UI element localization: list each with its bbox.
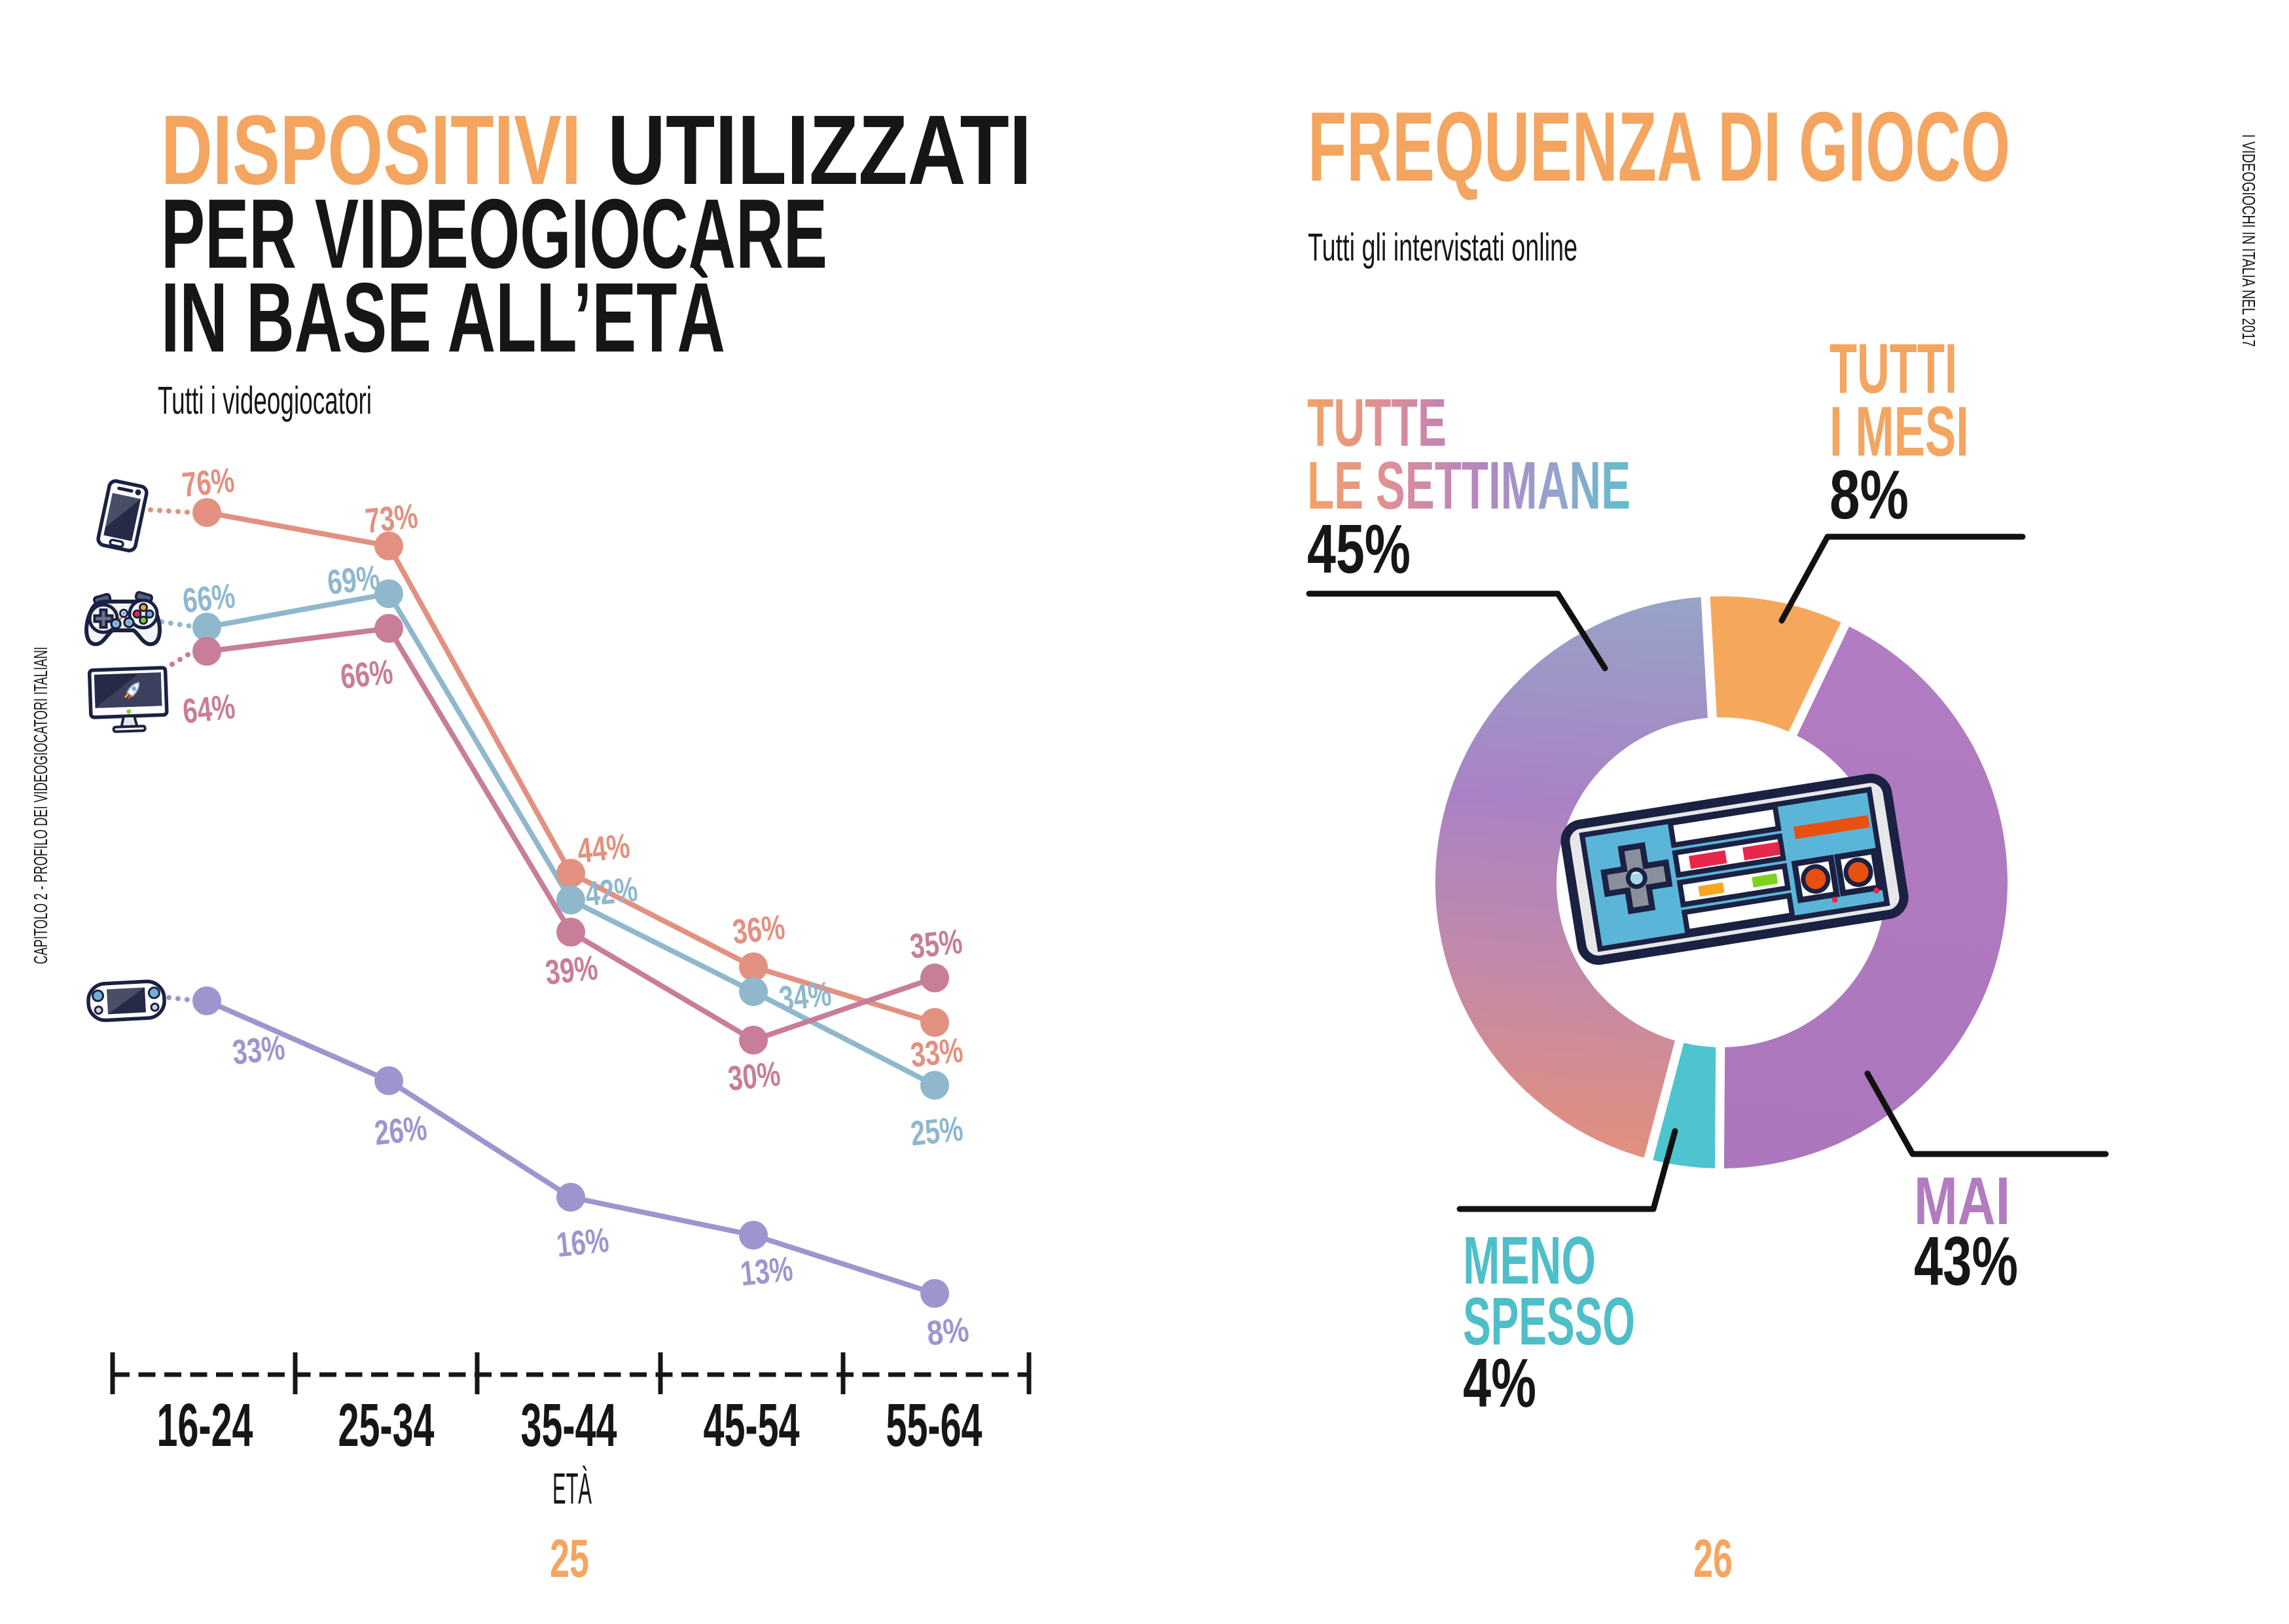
svg-text:45%: 45% (1307, 511, 1411, 588)
svg-text:26: 26 (1693, 1528, 1733, 1589)
svg-text:25: 25 (550, 1528, 589, 1589)
svg-text:33%: 33% (230, 1028, 287, 1072)
svg-text:30%: 30% (726, 1055, 782, 1098)
svg-text:66%: 66% (338, 653, 395, 696)
svg-text:34%: 34% (777, 975, 833, 1019)
svg-text:45-54: 45-54 (704, 1391, 800, 1459)
svg-text:PER VIDEOGIOCARE: PER VIDEOGIOCARE (161, 178, 827, 289)
svg-text:16-24: 16-24 (157, 1391, 253, 1459)
svg-text:42%: 42% (583, 870, 640, 914)
svg-text:35%: 35% (908, 922, 964, 966)
svg-text:DISPOSITIVI: DISPOSITIVI (161, 94, 581, 205)
svg-text:ETÀ: ETÀ (552, 1464, 592, 1513)
svg-text:I VIDEOGIOCHI IN ITALIA NEL 20: I VIDEOGIOCHI IN ITALIA NEL 2017 (2239, 134, 2259, 347)
svg-text:69%: 69% (325, 558, 382, 602)
svg-text:8%: 8% (1829, 456, 1909, 533)
svg-text:66%: 66% (181, 577, 237, 621)
svg-text:44%: 44% (575, 827, 632, 871)
svg-text:TUTTE: TUTTE (1307, 385, 1447, 460)
svg-text:Tutti i videogiocatori: Tutti i videogiocatori (158, 379, 372, 422)
svg-text:25-34: 25-34 (338, 1391, 435, 1459)
svg-text:26%: 26% (372, 1109, 429, 1153)
svg-text:13%: 13% (738, 1250, 795, 1293)
svg-text:16%: 16% (554, 1221, 611, 1265)
svg-text:TUTTI: TUTTI (1829, 329, 1957, 408)
svg-text:64%: 64% (181, 687, 237, 731)
svg-text:43%: 43% (1914, 1223, 2018, 1300)
svg-text:4%: 4% (1463, 1344, 1536, 1422)
svg-text:36%: 36% (730, 908, 787, 952)
svg-text:SPESSO: SPESSO (1463, 1284, 1635, 1359)
svg-text:8%: 8% (925, 1310, 971, 1353)
svg-text:73%: 73% (363, 497, 420, 541)
svg-text:MENO: MENO (1463, 1223, 1596, 1298)
svg-text:LE SETTIMANE: LE SETTIMANE (1307, 448, 1631, 523)
svg-text:39%: 39% (543, 948, 600, 992)
svg-text:35-44: 35-44 (521, 1391, 617, 1459)
svg-text:UTILIZZATI: UTILIZZATI (607, 94, 1032, 205)
svg-text:55-64: 55-64 (886, 1391, 982, 1459)
svg-text:IN BASE ALL’ETÀ: IN BASE ALL’ETÀ (161, 262, 725, 372)
svg-text:25%: 25% (909, 1110, 965, 1153)
svg-text:FREQUENZA DI GIOCO: FREQUENZA DI GIOCO (1308, 91, 2010, 202)
svg-text:CAPITOLO 2 - PROFILO DEI VIDEO: CAPITOLO 2 - PROFILO DEI VIDEOGIOCATORI … (31, 647, 52, 964)
svg-text:76%: 76% (180, 461, 236, 505)
svg-text:I MESI: I MESI (1829, 391, 1969, 471)
svg-text:33%: 33% (909, 1031, 965, 1075)
svg-text:Tutti gli intervistati online: Tutti gli intervistati online (1308, 226, 1577, 269)
svg-text:MAI: MAI (1914, 1163, 2010, 1238)
